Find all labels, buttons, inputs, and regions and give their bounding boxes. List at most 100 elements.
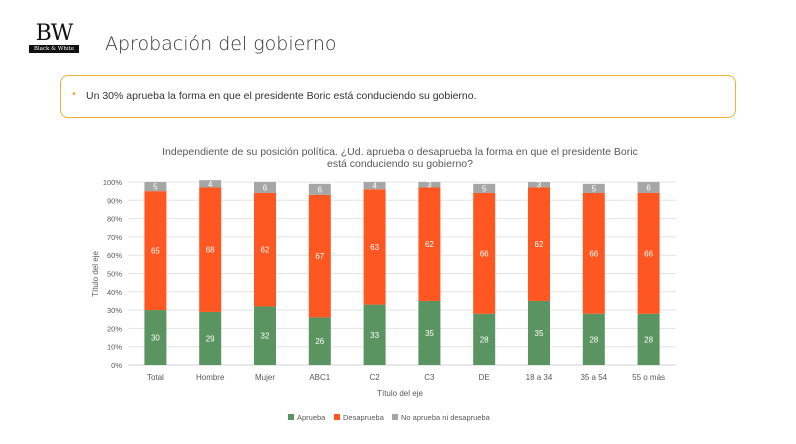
x-tick-label: Mujer [255,373,275,382]
data-label: 4 [208,180,213,189]
bar-segment-no-aprueba-ni-desaprueba [418,182,441,188]
bar-segment-desaprueba [254,192,276,307]
data-label: 35 [425,329,434,338]
data-label: 32 [261,332,270,341]
bar-segment-aprueba [418,300,441,365]
bar-segment-no-aprueba-ni-desaprueba [637,182,660,193]
bar-segment-aprueba [473,313,496,365]
data-label: 65 [151,247,160,256]
legend-label: No aprueba ni desaprueba [401,413,491,422]
legend: Aprueba Desaprueba No aprueba ni desaprueb… [288,413,491,422]
bar-segment-aprueba [144,310,167,365]
x-axis-ticks: Total Hombre Mujer ABC1 C2 C3 DE 18 a 34 35 a 54… [147,373,665,382]
x-tick-label: Total [147,373,164,382]
chart-title-line-1: Independiente de su posición política. ¿… [162,146,638,158]
bar-segment-desaprueba [144,191,167,311]
bar-segment-no-aprueba-ni-desaprueba [528,182,550,188]
data-label: 28 [644,335,653,344]
bar-segment-desaprueba [418,187,441,301]
logo-mark: BW [35,21,74,46]
x-axis-title: Título del eje [377,389,423,398]
data-label: 62 [535,240,544,249]
y-tick-label: 20% [107,324,122,333]
logo: BW Black & White [29,22,79,53]
y-tick-label: 70% [107,233,122,242]
x-tick-label: DE [479,373,490,382]
page-title: Aprobación del gobierno [105,33,337,55]
key-finding-callout: • Un 30% aprueba la forma en que el pres… [60,75,736,118]
bar-segment-no-aprueba-ni-desaprueba [144,182,167,192]
data-label: 6 [263,183,268,192]
data-label: 28 [589,335,598,344]
bar-segment-aprueba [528,300,550,365]
data-label: 68 [206,246,215,255]
x-tick-label: Hombre [196,373,225,382]
bar-segment-aprueba [363,304,386,365]
data-label: 5 [592,184,597,193]
x-tick-label: 55 o más [632,373,665,382]
bar-segment-aprueba [308,317,331,365]
data-label: 67 [315,252,324,261]
bar-segment-no-aprueba-ni-desaprueba [199,180,222,188]
data-label: 30 [151,334,160,343]
bar-segment-desaprueba [199,187,222,312]
data-label: 26 [315,337,324,346]
data-label: 28 [480,335,489,344]
data-label: 33 [370,331,379,340]
y-tick-label: 50% [107,270,122,279]
legend-swatch [334,414,340,420]
chart-title-line-2: está conduciendo su gobierno? [327,158,473,170]
bar-segment-no-aprueba-ni-desaprueba [473,183,496,193]
y-tick-label: 60% [107,251,122,260]
data-label: 3 [537,181,542,190]
legend-swatch [392,414,398,420]
data-label: 6 [646,183,651,192]
key-finding-text: Un 30% aprueba la forma en que el presid… [86,90,477,102]
y-tick-label: 90% [107,196,122,205]
bar-segment-no-aprueba-ni-desaprueba [308,183,331,195]
bar-segment-aprueba [254,306,276,365]
data-label: 66 [589,249,598,258]
bar-segment-desaprueba [528,187,550,301]
bar-segment-desaprueba [308,194,331,318]
y-tick-label: 100% [103,178,123,187]
data-label: 62 [261,246,270,255]
x-tick-label: 18 a 34 [526,373,553,382]
data-label: 5 [153,183,158,192]
y-tick-label: 0% [111,361,122,370]
bar-segment-no-aprueba-ni-desaprueba [582,183,605,193]
legend-label: Desaprueba [343,413,385,422]
y-tick-label: 80% [107,215,122,224]
data-label: 62 [425,240,434,249]
legend-swatch [288,414,294,420]
bar-segment-aprueba [199,311,222,365]
data-label: 6 [318,185,323,194]
bar-segment-no-aprueba-ni-desaprueba [363,182,386,190]
y-tick-label: 30% [107,306,122,315]
bullet-icon: • [71,89,77,100]
y-axis-title: Título del eje [91,251,100,297]
bar-segment-desaprueba [363,189,386,305]
bar-segment-desaprueba [473,192,496,314]
y-axis-ticks: 0% 10% 20% 30% 40% 50% 60% 70% 80% 90% 100% [103,178,123,370]
data-label: 63 [370,243,379,252]
x-tick-label: ABC1 [309,373,330,382]
logo-subtext: Black & White [29,45,79,53]
bar-segment-aprueba [582,313,605,365]
data-label: 35 [535,329,544,338]
bar-segment-no-aprueba-ni-desaprueba [254,182,276,193]
bar-segment-aprueba [637,313,660,365]
data-label: 29 [206,334,215,343]
bars: 30 65 5 29 68 4 32 62 6 26 67 6 33 63 4 35 62 3 28 66 5 35 62 3… [144,180,660,365]
legend-label: Aprueba [297,413,326,422]
x-tick-label: 35 a 54 [580,373,607,382]
data-label: 66 [644,249,653,258]
data-label: 4 [372,182,377,191]
data-label: 3 [427,181,432,190]
x-tick-label: C2 [369,373,380,382]
y-tick-label: 10% [107,343,122,352]
bar-segment-desaprueba [582,192,605,314]
y-tick-label: 40% [107,288,122,297]
x-tick-label: C3 [424,373,435,382]
